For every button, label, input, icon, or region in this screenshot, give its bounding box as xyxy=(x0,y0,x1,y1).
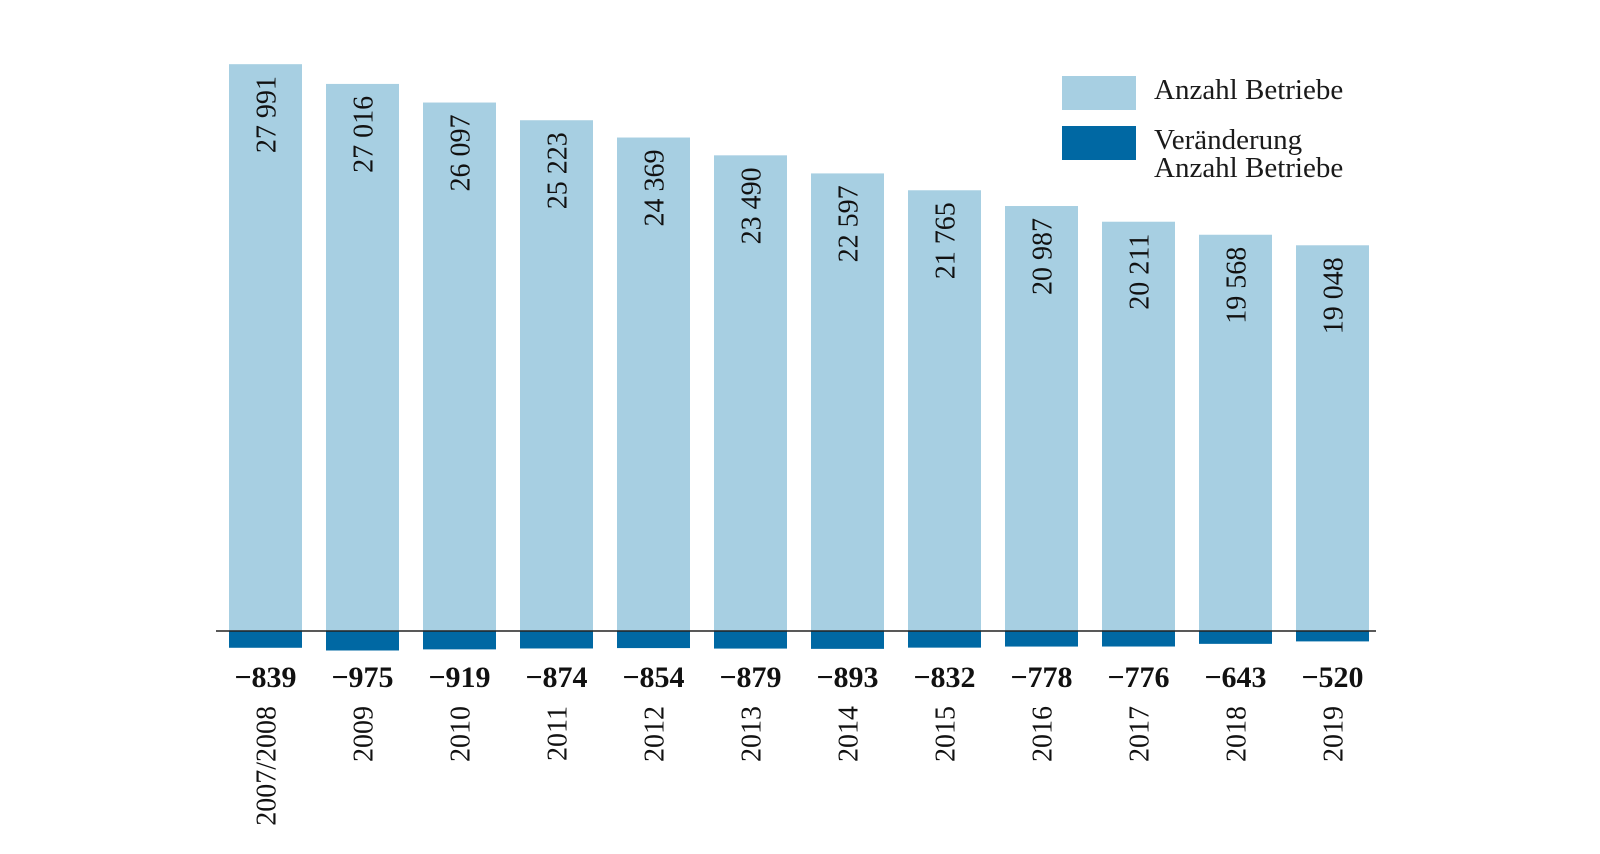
legend: Anzahl Betriebe Veränderung Anzahl Betri… xyxy=(1062,76,1343,198)
bar-veraenderung-6 xyxy=(811,631,884,649)
bar-anzahl-1 xyxy=(326,83,399,631)
bar-veraenderung-3 xyxy=(520,631,593,649)
category-label-6: 2014 xyxy=(834,706,865,762)
bar-veraenderung-4 xyxy=(617,631,690,649)
category-label-9: 2017 xyxy=(1125,706,1156,762)
category-label-1: 2009 xyxy=(349,706,380,762)
bar-anzahl-8 xyxy=(1005,206,1078,631)
value-label-anzahl-5: 23 490 xyxy=(737,167,768,244)
bar-anzahl-10 xyxy=(1199,234,1272,632)
category-label-11: 2019 xyxy=(1319,706,1350,762)
category-label-4: 2012 xyxy=(640,706,671,762)
value-label-anzahl-0: 27 991 xyxy=(252,76,283,153)
value-label-veraenderung-9: −776 xyxy=(1107,661,1169,694)
bar-anzahl-6 xyxy=(811,173,884,631)
bar-anzahl-4 xyxy=(617,137,690,631)
value-labels-veraenderung: −839 −975 −919 −874 −854 −879 −893 −832 −778 −776… xyxy=(234,661,1363,694)
bar-veraenderung-10 xyxy=(1199,631,1272,644)
bar-veraenderung-7 xyxy=(908,631,981,648)
value-label-anzahl-2: 26 097 xyxy=(446,115,477,192)
value-label-anzahl-7: 21 765 xyxy=(931,202,962,279)
value-labels-anzahl: 27 991 27 016 26 097 25 223 24 369 23 490 22 5… xyxy=(252,76,1350,334)
bar-anzahl-2 xyxy=(423,102,496,631)
category-label-3: 2011 xyxy=(543,706,574,761)
bar-veraenderung-1 xyxy=(326,631,399,651)
bar-veraenderung-8 xyxy=(1005,631,1078,647)
value-label-anzahl-6: 22 597 xyxy=(834,185,865,262)
value-label-veraenderung-5: −879 xyxy=(719,661,781,694)
bar-veraenderung-2 xyxy=(423,631,496,650)
bar-anzahl-9 xyxy=(1102,221,1175,632)
value-label-veraenderung-4: −854 xyxy=(622,661,684,694)
category-labels: 2007/2008 2009 2010 2011 2012 2013 2014 2015 201… xyxy=(252,706,1350,826)
value-label-anzahl-9: 20 211 xyxy=(1125,234,1156,310)
value-label-veraenderung-11: −520 xyxy=(1301,661,1363,694)
value-label-veraenderung-6: −893 xyxy=(816,661,878,694)
category-label-10: 2018 xyxy=(1222,706,1253,762)
value-label-veraenderung-1: −975 xyxy=(331,661,393,694)
bar-anzahl-11 xyxy=(1296,245,1369,631)
value-label-anzahl-3: 25 223 xyxy=(543,132,574,209)
category-label-2: 2010 xyxy=(446,706,477,762)
bar-veraenderung-9 xyxy=(1102,631,1175,647)
value-label-anzahl-8: 20 987 xyxy=(1028,218,1059,295)
category-label-7: 2015 xyxy=(931,706,962,762)
bar-veraenderung-0 xyxy=(229,631,302,648)
bars-anzahl-betriebe xyxy=(229,64,1369,632)
legend-item-anzahl: Anzahl Betriebe xyxy=(1062,76,1343,110)
bar-veraenderung-5 xyxy=(714,631,787,649)
value-label-veraenderung-2: −919 xyxy=(428,661,490,694)
legend-swatch-veraenderung xyxy=(1062,126,1136,160)
bars-veraenderung xyxy=(229,631,1369,651)
value-label-veraenderung-8: −778 xyxy=(1010,661,1072,694)
value-label-anzahl-10: 19 568 xyxy=(1222,247,1253,324)
bar-anzahl-5 xyxy=(714,155,787,631)
bar-anzahl-0 xyxy=(229,64,302,631)
legend-label-anzahl: Anzahl Betriebe xyxy=(1154,74,1344,106)
value-label-anzahl-11: 19 048 xyxy=(1319,257,1350,334)
bar-anzahl-3 xyxy=(520,120,593,631)
bar-anzahl-7 xyxy=(908,190,981,632)
category-label-8: 2016 xyxy=(1028,706,1059,762)
legend-swatch-anzahl xyxy=(1062,76,1136,110)
value-label-anzahl-4: 24 369 xyxy=(640,150,671,227)
legend-item-veraenderung: Veränderung Anzahl Betriebe xyxy=(1062,124,1344,184)
category-label-5: 2013 xyxy=(737,706,768,762)
value-label-veraenderung-0: −839 xyxy=(234,661,296,694)
category-label-0: 2007/2008 xyxy=(252,706,283,826)
bar-veraenderung-11 xyxy=(1296,631,1369,642)
value-label-veraenderung-7: −832 xyxy=(913,661,975,694)
value-label-veraenderung-10: −643 xyxy=(1204,661,1266,694)
legend-label-veraenderung: Veränderung Anzahl Betriebe xyxy=(1154,124,1344,184)
value-label-anzahl-1: 27 016 xyxy=(349,96,380,173)
value-label-veraenderung-3: −874 xyxy=(525,661,587,694)
